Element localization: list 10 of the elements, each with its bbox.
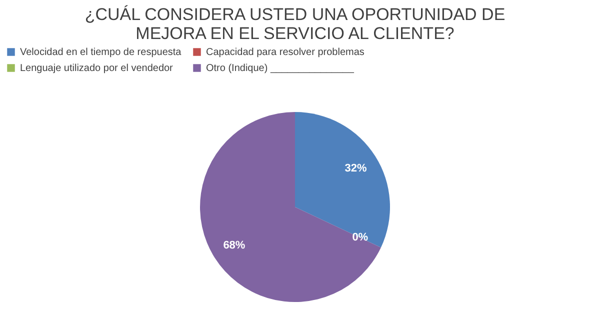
pie-slice [295,112,390,248]
legend-label: Capacidad para resolver problemas [206,47,364,58]
data-label: 32% [344,162,368,174]
legend-label: Velocidad en el tiempo de respuesta [20,47,182,58]
legend-label: Otro (Indique) _______________ [206,63,354,74]
legend-label: Lenguaje utilizado por el vendedor [20,63,174,74]
chart-title: ¿CUÁL CONSIDERA USTED UNA OPORTUNIDAD DE MEJORA EN EL SERVICIO AL CLIENTE? [84,5,506,43]
pie-slice [200,112,381,302]
data-label: 68% [223,240,246,252]
text: 0% [352,232,368,244]
